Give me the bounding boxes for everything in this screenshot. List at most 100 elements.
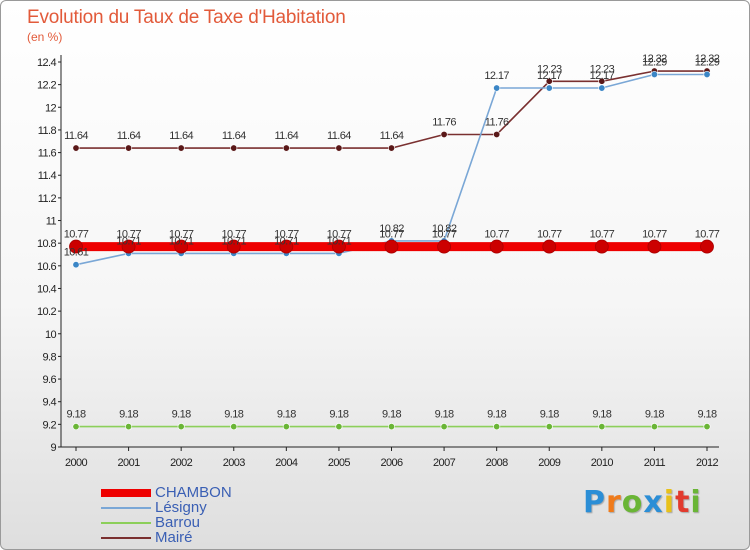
y-tick-label: 10.2 — [37, 306, 56, 318]
legend-swatch-lesigny — [101, 506, 151, 509]
legend-item-barrou: Barrou — [101, 515, 232, 530]
data-label-lesigny: 10.71 — [169, 235, 194, 247]
data-point-maire — [125, 144, 133, 152]
data-point-lesigny — [545, 84, 553, 92]
legend: CHAMBON Lésigny Barrou Mairé — [101, 485, 232, 545]
data-label-lesigny: 12.29 — [642, 56, 667, 68]
y-tick-label: 11.4 — [38, 170, 57, 182]
legend-label-lesigny: Lésigny — [155, 499, 207, 516]
proxiti-logo: Proxiti — [583, 485, 702, 520]
legend-label-maire: Mairé — [155, 529, 193, 546]
data-label-barrou: 9.18 — [224, 409, 243, 421]
data-label-barrou: 9.18 — [487, 409, 506, 421]
legend-label-chambon: CHAMBON — [155, 484, 232, 501]
legend-swatch-maire — [101, 536, 151, 539]
data-point-lesigny — [650, 70, 658, 78]
data-label-chambon: 10.77 — [484, 229, 509, 241]
data-label-lesigny: 10.71 — [116, 235, 141, 247]
data-label-barrou: 9.18 — [277, 409, 296, 421]
y-tick-label: 10.6 — [37, 261, 56, 273]
y-tick-label: 9.6 — [43, 374, 57, 386]
data-label-chambon: 10.77 — [379, 229, 404, 241]
data-label-chambon: 10.77 — [116, 229, 141, 241]
data-label-chambon: 10.77 — [64, 229, 89, 241]
data-label-barrou: 9.18 — [382, 409, 401, 421]
data-label-lesigny: 10.71 — [327, 235, 352, 247]
data-point-barrou — [282, 423, 290, 431]
data-label-chambon: 10.77 — [695, 229, 720, 241]
data-point-barrou — [493, 423, 501, 431]
y-tick-label: 11.6 — [38, 148, 57, 160]
x-tick-label: 2004 — [275, 457, 298, 469]
data-point-chambon — [700, 239, 714, 254]
data-label-barrou: 9.18 — [172, 409, 191, 421]
y-tick-label: 9 — [50, 442, 56, 454]
y-tick-label: 9.2 — [43, 419, 57, 431]
data-point-barrou — [650, 423, 658, 431]
data-label-maire: 12.23 — [537, 63, 562, 75]
data-label-barrou: 9.18 — [329, 409, 348, 421]
data-point-maire — [230, 144, 238, 152]
series-lines — [69, 67, 714, 431]
axes: 9 9.2 9.4 9.6 9.8 10 10.2 10.4 10.6 10.8 11 11.2 11.… — [37, 55, 719, 469]
data-point-barrou — [125, 423, 133, 431]
data-label-chambon: 10.77 — [169, 229, 194, 241]
data-point-maire — [282, 144, 290, 152]
y-tick-label: 10 — [45, 329, 57, 341]
legend-item-chambon: CHAMBON — [101, 485, 232, 500]
x-tick-label: 2005 — [328, 457, 351, 469]
x-tick-label: 2002 — [170, 457, 193, 469]
data-label-lesigny: 10.82 — [379, 223, 404, 235]
data-point-barrou — [72, 423, 80, 431]
data-point-lesigny — [72, 261, 80, 269]
chart-title: Evolution du Taux de Taxe d'Habitation — [27, 7, 346, 28]
data-label-chambon: 10.77 — [327, 229, 352, 241]
legend-swatch-chambon — [101, 488, 151, 497]
data-point-chambon — [437, 239, 451, 254]
data-label-barrou: 9.18 — [435, 409, 454, 421]
legend-item-lesigny: Lésigny — [101, 500, 232, 515]
legend-item-maire: Mairé — [101, 530, 232, 545]
data-label-lesigny: 12.17 — [484, 70, 509, 82]
data-point-chambon — [69, 239, 83, 254]
data-point-barrou — [598, 423, 606, 431]
data-point-chambon — [279, 239, 294, 254]
data-point-chambon — [384, 239, 399, 254]
legend-label-barrou: Barrou — [155, 514, 201, 531]
data-point-lesigny — [598, 84, 606, 92]
data-point-chambon — [647, 239, 662, 254]
data-label-barrou: 9.18 — [540, 409, 559, 421]
data-label-maire: 11.64 — [380, 130, 404, 142]
data-label-maire: 11.64 — [64, 130, 88, 142]
data-point-maire — [545, 77, 553, 85]
data-point-maire — [72, 144, 80, 152]
data-label-maire: 11.64 — [222, 130, 246, 142]
x-tick-label: 2007 — [433, 457, 456, 469]
data-label-barrou: 9.18 — [697, 409, 716, 421]
data-label-maire: 11.64 — [327, 130, 351, 142]
data-label-chambon: 10.77 — [221, 229, 246, 241]
data-point-barrou — [177, 423, 185, 431]
data-label-lesigny: 10.71 — [274, 235, 299, 247]
data-label-lesigny: 12.29 — [695, 56, 720, 68]
y-tick-label: 12.2 — [37, 80, 56, 92]
legend-swatch-barrou — [101, 521, 151, 524]
data-label-chambon: 10.77 — [537, 229, 562, 241]
data-point-maire — [440, 130, 448, 138]
data-point-barrou — [545, 423, 553, 431]
x-tick-label: 2003 — [223, 457, 246, 469]
data-point-maire — [493, 130, 501, 138]
y-tick-label: 12 — [45, 102, 57, 114]
y-tick-label: 11.2 — [38, 193, 57, 205]
data-point-chambon — [174, 239, 189, 254]
y-tick-label: 10.8 — [37, 238, 56, 250]
y-tick-label: 11 — [46, 216, 57, 228]
data-point-maire — [177, 144, 185, 152]
data-point-barrou — [230, 423, 238, 431]
data-label-lesigny: 10.71 — [221, 235, 246, 247]
data-point-barrou — [440, 423, 448, 431]
x-tick-label: 2010 — [591, 457, 614, 469]
data-label-barrou: 9.18 — [66, 409, 85, 421]
